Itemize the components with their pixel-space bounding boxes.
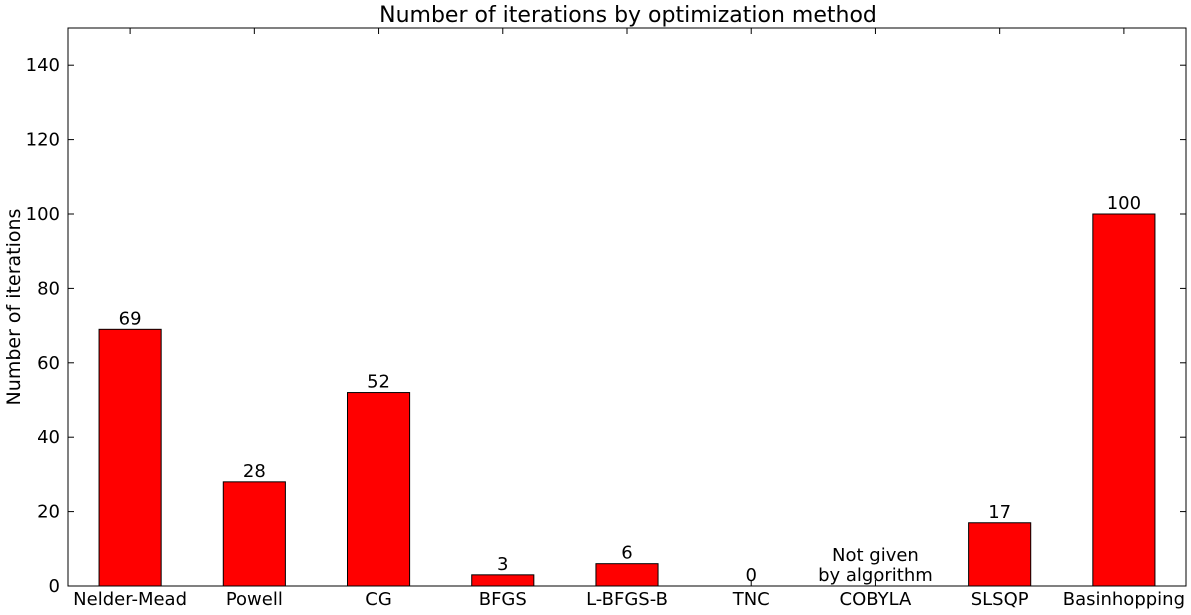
bar xyxy=(222,481,286,587)
x-tick-label: L-BFGS-B xyxy=(586,589,668,610)
bar xyxy=(98,328,162,587)
y-tick-label: 40 xyxy=(37,427,60,448)
y-tick-label: 140 xyxy=(26,55,60,76)
x-tick-label: BFGS xyxy=(479,589,527,610)
bar xyxy=(347,392,411,587)
bar xyxy=(968,522,1032,587)
x-tick-label: CG xyxy=(365,589,392,610)
bar xyxy=(595,563,659,587)
x-tick-label: SLSQP xyxy=(971,589,1029,610)
x-axis: Nelder-Mead Powell CG BFGS L-BFGS-B TNC COBYLA… xyxy=(73,28,1185,610)
y-tick-label: 20 xyxy=(37,502,60,523)
bar-value-label: 100 xyxy=(1107,193,1141,214)
chart-title: Number of iterations by optimization met… xyxy=(379,3,877,28)
y-tick-label: 120 xyxy=(26,130,60,151)
x-tick-label: Basinhopping xyxy=(1063,589,1185,610)
y-tick-label: 0 xyxy=(49,576,60,597)
bar-value-label: 52 xyxy=(367,372,390,393)
y-tick-label: 100 xyxy=(26,204,60,225)
x-tick-label: TNC xyxy=(732,589,770,610)
bar-value-label: 0 xyxy=(745,565,756,586)
bar-value-label: 28 xyxy=(243,461,266,482)
bar-value-label: 3 xyxy=(497,554,508,575)
bar-value-label: 6 xyxy=(621,543,632,564)
x-tick-label: Nelder-Mead xyxy=(73,589,187,610)
bar xyxy=(471,574,535,587)
y-tick-label: 80 xyxy=(37,278,60,299)
bar-value-label: 69 xyxy=(119,308,142,329)
y-tick-label: 60 xyxy=(37,353,60,374)
bars xyxy=(98,213,1156,587)
bar-value-label: 17 xyxy=(988,502,1011,523)
x-tick-label: COBYLA xyxy=(840,589,913,610)
bar xyxy=(1092,213,1156,587)
plot-frame xyxy=(67,27,1187,587)
y-axis-label: Number of iterations xyxy=(3,209,25,406)
x-tick-label: Powell xyxy=(226,589,283,610)
bar-labels: 69 28 52 3 6 0 Not given by algorithm 17 100 xyxy=(119,193,1141,586)
bar-value-label: Not given by algorithm xyxy=(818,545,933,586)
